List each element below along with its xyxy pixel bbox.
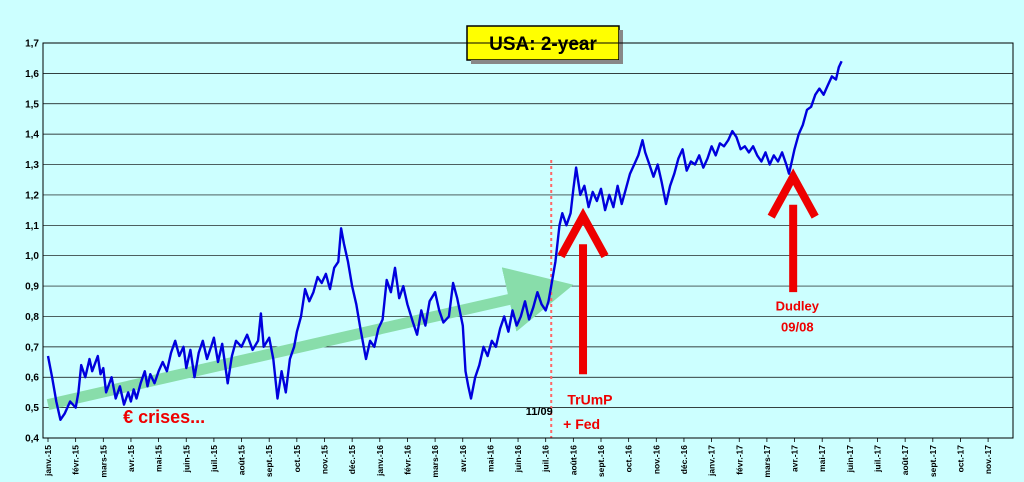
y-tick-label: 0,5 — [25, 403, 39, 414]
title-box: USA: 2-year — [466, 25, 623, 64]
x-tick-label: sept.-15 — [264, 445, 274, 477]
x-tick-label: févr.-16 — [402, 445, 412, 475]
red-arrow-head — [767, 168, 819, 219]
event-vline: 11/09 — [526, 160, 553, 438]
red-arrow-head — [557, 207, 609, 259]
x-tick-label: nov.-17 — [983, 445, 993, 474]
y-tick-label: 0,7 — [25, 342, 39, 353]
y-tick-label: 1,6 — [25, 69, 39, 80]
x-tick-label: juin-16 — [513, 445, 523, 474]
annotation-label: TrUmP — [567, 392, 612, 408]
x-tick-label: avr.-16 — [458, 445, 468, 472]
x-tick-label: févr.-17 — [734, 445, 744, 475]
x-tick-label: juin-15 — [181, 445, 191, 474]
annotation-label: € crises... — [123, 407, 205, 427]
x-tick-label: déc.-16 — [679, 445, 689, 475]
x-tick-label: janv.-15 — [43, 445, 53, 477]
y-tick-label: 1,1 — [25, 221, 39, 232]
chart-title: USA: 2-year — [489, 34, 597, 55]
series-line — [46, 60, 843, 421]
x-tick-label: déc.-15 — [347, 445, 357, 475]
y-tick-label: 1,2 — [25, 190, 39, 201]
y-tick-label: 0,8 — [25, 312, 39, 323]
annotation-label: Dudley — [776, 298, 820, 313]
x-tick-label: mars-17 — [762, 445, 772, 478]
x-tick-label: avr.-17 — [790, 445, 800, 472]
x-tick-label: mai-17 — [817, 445, 827, 472]
x-tick-label: juin-17 — [845, 445, 855, 474]
x-tick-label: août-17 — [900, 445, 910, 476]
x-tick-label: avr.-15 — [126, 445, 136, 472]
plot-frame — [42, 42, 1014, 439]
event-arrows — [557, 168, 819, 375]
annotations: € crises... TrUmP + Fed Dudley 09/08 — [123, 298, 820, 432]
y-tick-label: 0,6 — [25, 373, 39, 384]
x-tick-label: juil.-15 — [209, 445, 219, 473]
y-tick-label: 1,4 — [25, 130, 39, 141]
x-tick-label: mars-15 — [98, 445, 108, 478]
x-tick-label: sept.-16 — [596, 445, 606, 477]
x-tick-label: nov.-15 — [320, 445, 330, 474]
y-tick-label: 1,7 — [25, 39, 39, 50]
x-tick-label: juil.-17 — [873, 445, 883, 473]
x-tick-label: sept.-17 — [928, 445, 938, 477]
annotation-label: + Fed — [563, 416, 600, 432]
red-arrow — [557, 207, 609, 375]
x-tick-label: janv.-17 — [707, 445, 717, 477]
x-axis-ticks: janv.-15 févr.-15 mars-15 avr.-15 mai-15 juin… — [43, 438, 993, 478]
x-tick-label: mai-16 — [485, 445, 495, 472]
x-tick-label: févr.-15 — [71, 445, 81, 475]
event-vline-label: 11/09 — [526, 406, 553, 418]
y-tick-label: 1,0 — [25, 251, 39, 262]
red-arrow — [767, 168, 819, 293]
y-tick-label: 1,3 — [25, 160, 39, 171]
x-tick-label: oct.-15 — [292, 445, 302, 473]
x-tick-label: oct.-16 — [624, 445, 634, 473]
annotation-label: 09/08 — [781, 320, 814, 335]
x-tick-label: nov.-16 — [651, 445, 661, 474]
x-tick-label: janv.-16 — [375, 445, 385, 477]
x-tick-label: mars-16 — [430, 445, 440, 478]
x-tick-label: oct.-17 — [955, 445, 965, 473]
x-tick-label: mai-15 — [154, 445, 164, 472]
y-tick-label: 1,5 — [25, 99, 39, 110]
y-tick-label: 0,9 — [25, 282, 39, 293]
y-tick-label: 0,4 — [25, 434, 39, 445]
y-axis-ticks: 0,4 0,5 0,6 0,7 0,8 0,9 1,0 1,1 1,2 1,3 1,4 1,5 1,6 1… — [25, 39, 39, 445]
x-tick-label: août-15 — [237, 445, 247, 476]
series-path — [46, 60, 843, 421]
x-tick-label: août-16 — [568, 445, 578, 476]
x-tick-label: juil.-16 — [541, 445, 551, 473]
